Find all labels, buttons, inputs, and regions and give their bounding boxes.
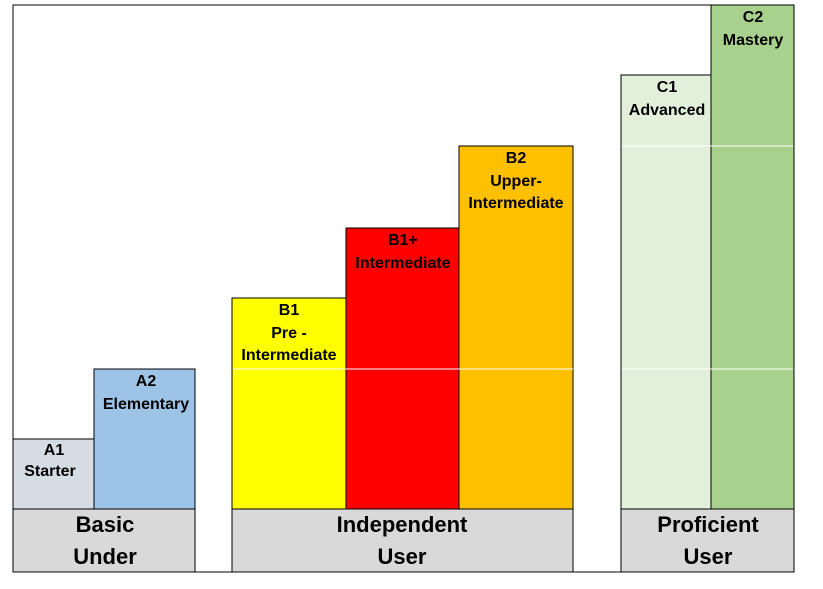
level-code: A2 — [136, 373, 157, 390]
level-name: Intermediate — [241, 347, 336, 364]
group-label: User — [684, 544, 733, 569]
level-name: Starter — [24, 463, 76, 480]
bar-a1 — [12, 438, 95, 510]
level-code: A1 — [44, 442, 65, 459]
level-name: Pre - — [271, 325, 307, 342]
group-label: User — [378, 544, 427, 569]
group-band — [12, 508, 196, 573]
group-label: Proficient — [657, 512, 759, 537]
level-name: Advanced — [629, 102, 705, 119]
level-code: B2 — [506, 150, 527, 167]
level-name: Upper- — [490, 173, 542, 190]
bar-c1 — [620, 74, 712, 510]
group-label: Basic — [76, 512, 135, 537]
level-code: B1 — [279, 302, 300, 319]
group-band — [620, 508, 795, 573]
bar-c2 — [710, 4, 795, 510]
level-code: B1+ — [388, 232, 418, 249]
bar-a2 — [93, 368, 196, 510]
level-name: Intermediate — [355, 255, 450, 272]
level-code: C2 — [743, 9, 764, 26]
bar-b1 — [231, 297, 347, 510]
group-label: Under — [73, 544, 137, 569]
bar-b2 — [458, 145, 574, 510]
level-name: Mastery — [723, 32, 784, 49]
group-band — [231, 508, 574, 573]
group-label: Independent — [337, 512, 468, 537]
level-name: Intermediate — [468, 195, 563, 212]
level-name: Elementary — [103, 396, 189, 413]
level-code: C1 — [657, 79, 678, 96]
